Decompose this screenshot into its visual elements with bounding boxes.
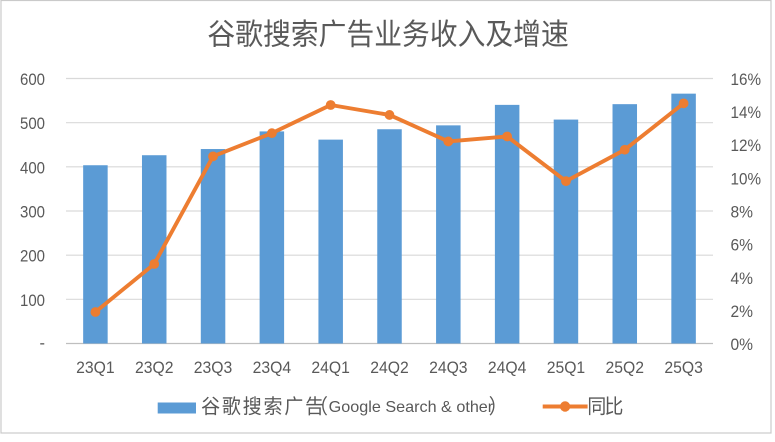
svg-text:24Q3: 24Q3 bbox=[429, 359, 468, 377]
svg-text:24Q2: 24Q2 bbox=[370, 359, 409, 377]
svg-text:6%: 6% bbox=[731, 237, 754, 255]
svg-text:24Q4: 24Q4 bbox=[488, 359, 527, 377]
svg-text:0%: 0% bbox=[731, 336, 754, 354]
svg-text:2%: 2% bbox=[731, 303, 754, 321]
svg-text:12%: 12% bbox=[731, 137, 762, 155]
svg-text:-: - bbox=[40, 335, 46, 353]
svg-text:24Q1: 24Q1 bbox=[311, 359, 350, 377]
svg-text:400: 400 bbox=[20, 159, 45, 177]
svg-text:25Q2: 25Q2 bbox=[606, 359, 645, 377]
svg-text:25Q1: 25Q1 bbox=[547, 359, 586, 377]
svg-text:23Q3: 23Q3 bbox=[194, 359, 233, 377]
svg-text:10%: 10% bbox=[731, 170, 762, 188]
svg-text:500: 500 bbox=[20, 115, 45, 133]
svg-text:25Q3: 25Q3 bbox=[664, 359, 703, 377]
svg-text:Google Search & other: Google Search & other bbox=[329, 399, 494, 416]
svg-text:16%: 16% bbox=[731, 71, 762, 89]
svg-text:600: 600 bbox=[20, 71, 45, 89]
svg-text:23Q1: 23Q1 bbox=[76, 359, 115, 377]
svg-text:8%: 8% bbox=[731, 204, 754, 222]
svg-text:100: 100 bbox=[20, 292, 45, 310]
svg-text:4%: 4% bbox=[731, 270, 754, 288]
svg-text:23Q2: 23Q2 bbox=[135, 359, 174, 377]
svg-text:200: 200 bbox=[20, 248, 45, 266]
svg-text:23Q4: 23Q4 bbox=[253, 359, 292, 377]
svg-text:300: 300 bbox=[20, 204, 45, 222]
svg-text:14%: 14% bbox=[731, 104, 762, 122]
